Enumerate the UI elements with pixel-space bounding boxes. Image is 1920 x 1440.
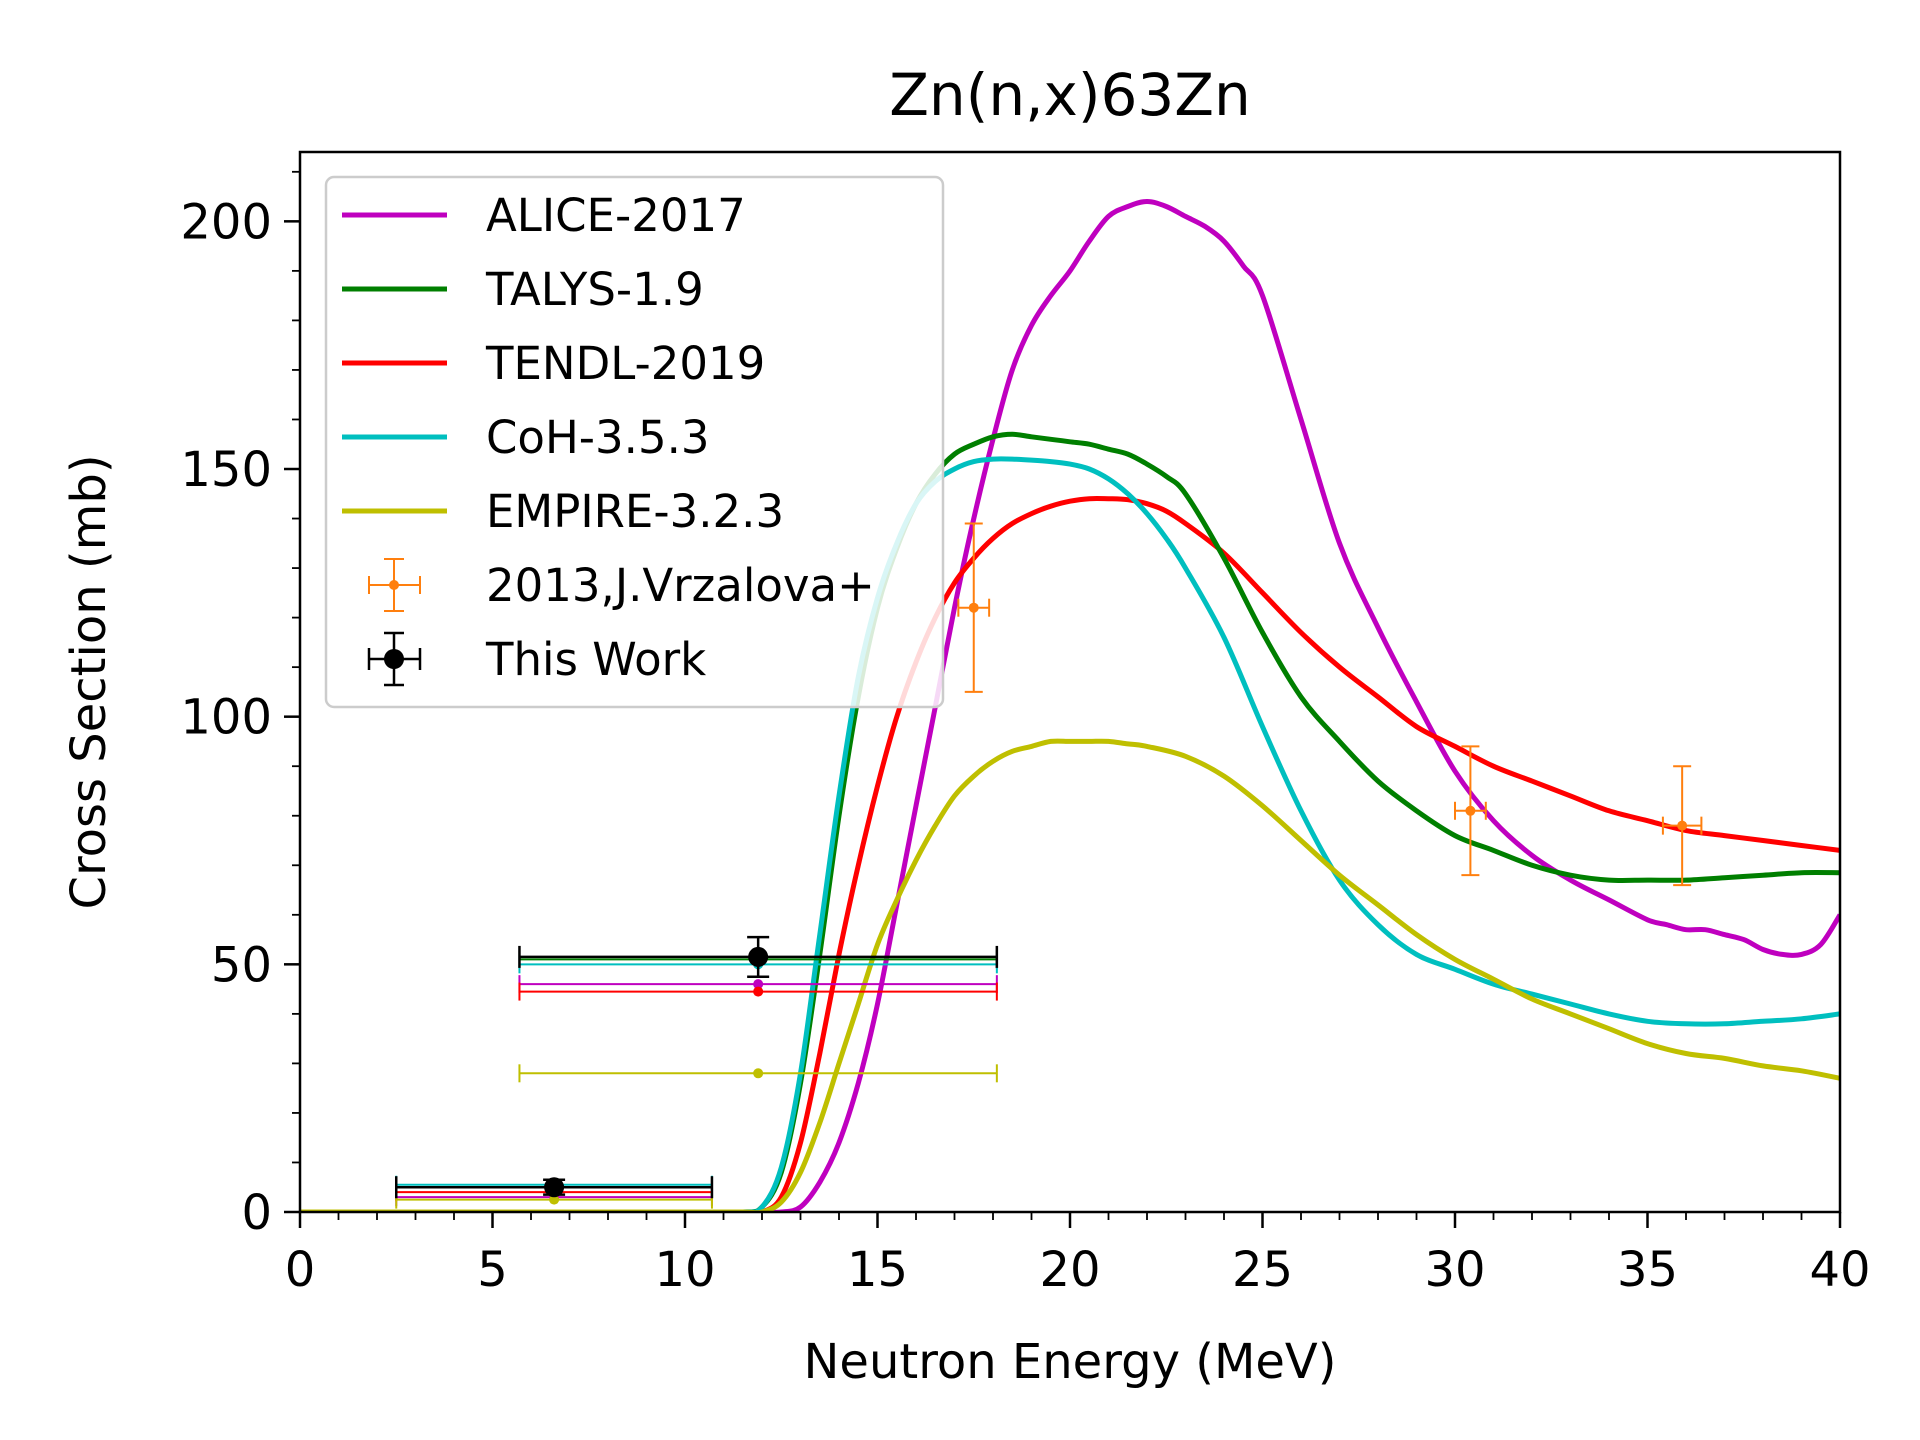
y-axis: 0 50 100 150 200 (180, 170, 300, 1241)
legend-label: This Work (485, 633, 706, 686)
x-tick-label: 15 (847, 1242, 908, 1298)
y-tick-label: 200 (180, 194, 272, 250)
x-tick-label: 25 (1232, 1242, 1293, 1298)
x-axis-label: Neutron Energy (MeV) (804, 1334, 1337, 1390)
legend-label: EMPIRE-3.2.3 (486, 485, 784, 538)
x-tick-label: 40 (1809, 1242, 1870, 1298)
x-tick-label: 0 (285, 1242, 316, 1298)
experimental-points (395, 522, 1703, 1199)
legend-label: TENDL-2019 (485, 337, 765, 390)
legend-item: TENDL-2019 (342, 337, 765, 390)
averaged-model-point (518, 982, 998, 1001)
x-tick-label: 20 (1039, 1242, 1100, 1298)
legend-item: EMPIRE-3.2.3 (342, 485, 784, 538)
y-tick-label: 150 (180, 442, 272, 498)
this-work-data-point (395, 1176, 714, 1199)
legend-swatch (368, 558, 421, 612)
x-tick-label: 5 (477, 1242, 508, 1298)
series-line (300, 199, 1840, 1212)
x-tick-label: 35 (1617, 1242, 1678, 1298)
this-work-data-point (518, 935, 999, 978)
x-tick-label: 30 (1424, 1242, 1485, 1298)
vrzalova-data-point (957, 522, 991, 693)
plot-area (298, 150, 1842, 1214)
y-axis-label: Cross Section (mb) (61, 454, 117, 909)
series-line (300, 738, 1840, 1212)
legend-label: 2013,J.Vrzalova+ (486, 559, 875, 612)
legend-swatch (367, 631, 422, 687)
y-tick-label: 100 (180, 690, 272, 746)
y-tick-label: 0 (241, 1185, 272, 1241)
x-tick-label: 10 (654, 1242, 715, 1298)
averaged-model-point (518, 1064, 998, 1083)
series-line (300, 456, 1840, 1212)
legend-label: TALYS-1.9 (485, 263, 704, 316)
legend: ALICE-2017 TALYS-1.9 TENDL-2019 CoH-3.5.3 EM… (324, 175, 945, 709)
vrzalova-data-point (1454, 745, 1487, 877)
averaged-model-points (395, 950, 998, 1209)
legend-label: ALICE-2017 (486, 189, 746, 242)
legend-box (324, 175, 945, 709)
legend-item: This Work (367, 631, 706, 687)
vrzalova-data-point (1661, 765, 1703, 887)
model-lines (300, 199, 1840, 1212)
legend-item: ALICE-2017 (342, 189, 746, 242)
y-tick-label: 50 (211, 937, 272, 993)
x-axis: 0 5 10 15 20 25 30 35 40 (285, 1212, 1871, 1298)
series-line (300, 495, 1840, 1212)
legend-item: CoH-3.5.3 (342, 411, 710, 464)
legend-label: CoH-3.5.3 (486, 411, 710, 464)
legend-item: 2013,J.Vrzalova+ (368, 558, 875, 612)
chart-title: Zn(n,x)63Zn (889, 61, 1251, 129)
legend-item: TALYS-1.9 (342, 263, 704, 316)
